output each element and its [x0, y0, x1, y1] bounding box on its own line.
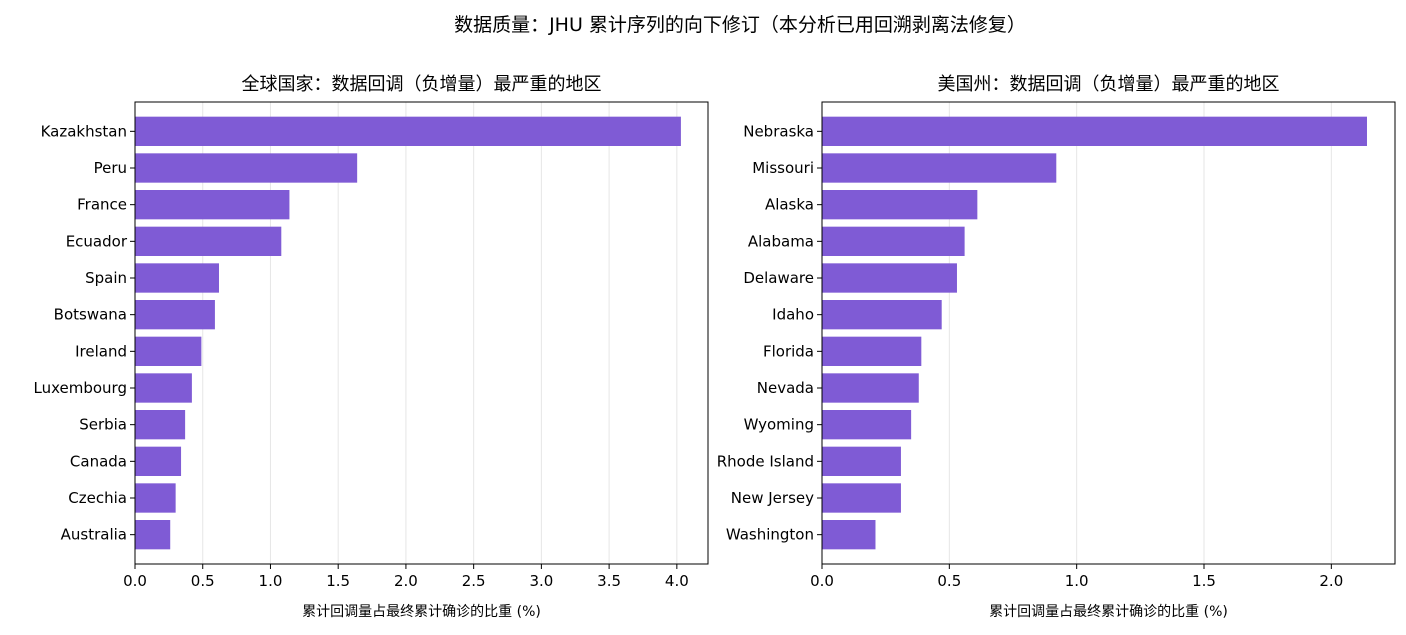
- y-tick-label: Alabama: [748, 232, 814, 250]
- y-tick-label: Washington: [726, 526, 814, 544]
- bar-ireland: [135, 336, 202, 366]
- y-tick-label: France: [77, 196, 127, 214]
- chart-panel-countries: Kazakhstan Peru France Ecuador Spain Botswana…: [34, 74, 709, 620]
- y-tick-label: Rhode Island: [717, 452, 814, 470]
- bar-spain: [135, 263, 219, 293]
- y-tick-label: Spain: [85, 269, 127, 287]
- y-tick-label: Wyoming: [744, 416, 814, 434]
- y-tick-label: Florida: [763, 342, 814, 360]
- bar-czechia: [135, 483, 176, 513]
- x-tick-label: 3.5: [597, 572, 621, 590]
- plot-frame: [134, 101, 709, 565]
- figure-suptitle: 数据质量：JHU 累计序列的向下修订（本分析已用回溯剥离法修复）: [454, 14, 1026, 36]
- x-tick-label: 2.0: [1319, 572, 1343, 590]
- plot-frame: [821, 101, 1396, 565]
- x-tick-label: 0.0: [123, 572, 147, 590]
- y-tick-label: New Jersey: [731, 489, 814, 507]
- y-tick-label: Kazakhstan: [41, 122, 127, 140]
- y-tick-label: Idaho: [772, 306, 814, 324]
- bar-botswana: [135, 300, 215, 330]
- x-tick-label: 2.0: [394, 572, 418, 590]
- bar-nevada: [822, 373, 919, 403]
- bar-france: [135, 190, 290, 220]
- y-tick-label: Botswana: [54, 306, 127, 324]
- x-tick-label: 3.0: [529, 572, 553, 590]
- chart-panel-us-states: Nebraska Missouri Alaska Alabama Delaware Ida…: [717, 74, 1396, 620]
- bar-missouri: [822, 153, 1057, 183]
- bar-alaska: [822, 190, 978, 220]
- bar-idaho: [822, 300, 942, 330]
- y-tick-label: Luxembourg: [34, 379, 128, 397]
- y-tick-label: Delaware: [743, 269, 814, 287]
- x-axis-label: 累计回调量占最终累计确诊的比重 (%): [302, 604, 541, 620]
- bar-canada: [135, 446, 182, 476]
- bar-nebraska: [822, 116, 1367, 146]
- bar-rhode-island: [822, 446, 901, 476]
- panel-title: 全球国家：数据回调（负增量）最严重的地区: [242, 74, 602, 95]
- bar-australia: [135, 520, 171, 550]
- y-tick-label: Peru: [94, 159, 127, 177]
- y-tick-label: Nebraska: [743, 122, 814, 140]
- x-tick-label: 1.5: [326, 572, 350, 590]
- x-tick-label: 1.0: [1065, 572, 1089, 590]
- y-tick-label: Czechia: [68, 489, 127, 507]
- bar-serbia: [135, 410, 186, 440]
- y-tick-label: Alaska: [765, 196, 814, 214]
- y-tick-label: Ireland: [75, 342, 127, 360]
- y-tick-label: Nevada: [757, 379, 814, 397]
- bar-washington: [822, 520, 876, 550]
- bar-new-jersey: [822, 483, 901, 513]
- x-tick-label: 2.5: [462, 572, 486, 590]
- y-tick-label: Canada: [70, 452, 127, 470]
- y-tick-label: Serbia: [79, 416, 127, 434]
- bar-ecuador: [135, 226, 282, 256]
- panel-title: 美国州：数据回调（负增量）最严重的地区: [938, 74, 1280, 95]
- bar-delaware: [822, 263, 957, 293]
- x-tick-label: 1.5: [1192, 572, 1216, 590]
- x-axis-label: 累计回调量占最终累计确诊的比重 (%): [989, 604, 1228, 620]
- bar-wyoming: [822, 410, 912, 440]
- bar-alabama: [822, 226, 965, 256]
- x-tick-label: 0.0: [810, 572, 834, 590]
- x-tick-label: 1.0: [259, 572, 283, 590]
- bar-florida: [822, 336, 922, 366]
- y-tick-label: Missouri: [752, 159, 814, 177]
- bar-kazakhstan: [135, 116, 681, 146]
- x-tick-label: 0.5: [191, 572, 215, 590]
- bar-luxembourg: [135, 373, 192, 403]
- x-tick-label: 0.5: [937, 572, 961, 590]
- bar-peru: [135, 153, 358, 183]
- y-tick-label: Ecuador: [66, 232, 128, 250]
- y-tick-label: Australia: [61, 526, 127, 544]
- x-tick-label: 4.0: [665, 572, 689, 590]
